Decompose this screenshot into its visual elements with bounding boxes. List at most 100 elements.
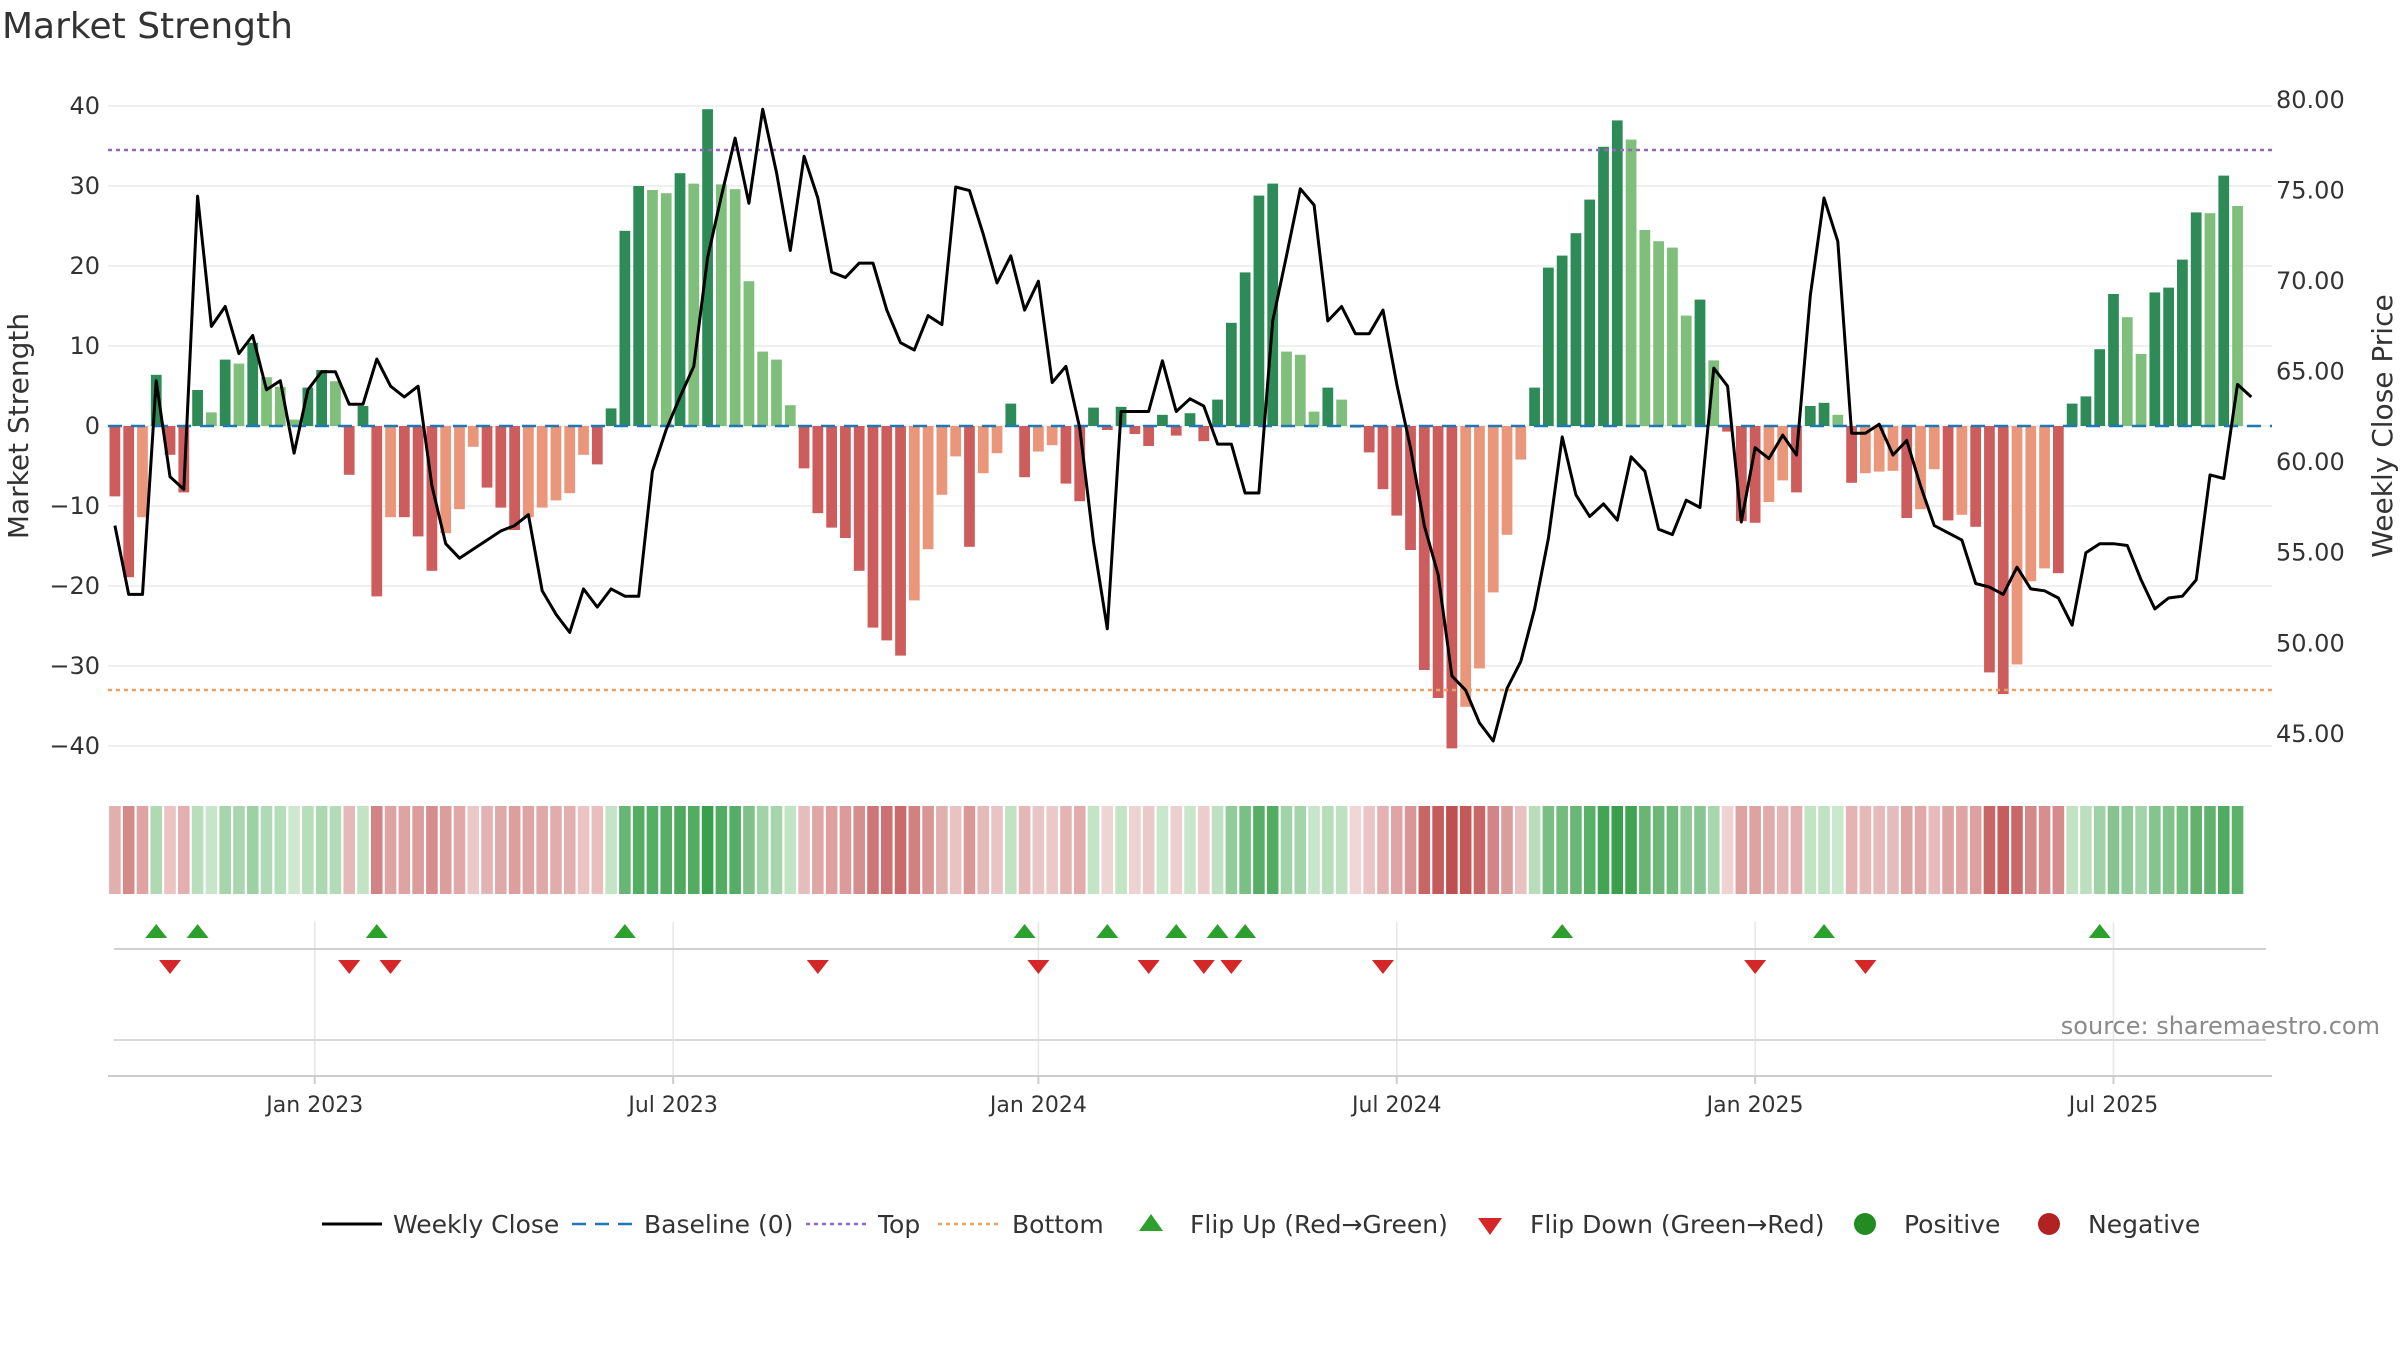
strength-bar <box>2163 287 2174 426</box>
heat-cell <box>1418 806 1431 894</box>
legend-negative-dot <box>2038 1213 2060 1235</box>
strength-bar <box>950 426 962 457</box>
strength-bar <box>302 387 314 426</box>
x-axis: Jan 2023 Jul 2023 Jan 2024 Jul 2024 Jan 2025… <box>108 1039 2272 1118</box>
strength-bar <box>247 342 259 426</box>
strength-bar <box>1901 426 1913 518</box>
strength-bar <box>647 190 658 426</box>
strength-bar <box>1074 426 1086 502</box>
flip-down-marker <box>1137 960 1160 974</box>
strength-bar <box>1763 426 1775 502</box>
strength-bar <box>1391 426 1403 516</box>
strength-bar <box>1308 411 1320 426</box>
strength-bar <box>1791 426 1802 493</box>
strength-bar <box>454 426 465 510</box>
heat-cell <box>1969 806 1982 894</box>
strength-bar <box>1184 413 1196 426</box>
heat-cell <box>1928 806 1941 894</box>
strength-bar <box>2232 206 2243 426</box>
heat-cell <box>715 806 728 894</box>
heat-cell <box>908 806 921 894</box>
strength-bar <box>467 426 479 447</box>
flip-up-marker <box>1813 924 1836 938</box>
strength-bar <box>605 408 617 426</box>
strength-bar <box>1019 426 1030 478</box>
flip-up-marker <box>613 924 636 938</box>
heat-cell <box>577 806 590 894</box>
y-tick-label: −20 <box>49 572 100 600</box>
axes: 40 30 20 10 0 −10 −20 −30 −40 80.00 75.00 70.00 65.0… <box>2 86 2399 760</box>
heat-cell <box>729 806 741 894</box>
y-tick-label: −30 <box>49 652 100 680</box>
strength-bar <box>330 381 341 426</box>
heat-cell <box>1597 806 1610 894</box>
heat-cell <box>398 806 411 894</box>
legend-bottom-label: Bottom <box>1012 1210 1104 1239</box>
heat-cell <box>2066 806 2078 894</box>
strength-bar <box>233 363 245 426</box>
x-tick-label: Jul 2024 <box>1350 1093 1442 1118</box>
heat-cell <box>1611 806 1624 894</box>
heat-cell <box>770 806 783 894</box>
strength-bar <box>1033 426 1044 452</box>
heat-cell <box>315 806 328 894</box>
heat-cell <box>701 806 714 894</box>
strength-bar <box>371 426 383 597</box>
strength-bar <box>2094 349 2106 426</box>
heat-cell <box>2204 806 2216 894</box>
strength-bar <box>481 426 493 488</box>
strength-bar <box>2204 213 2216 426</box>
x-tick-label: Jul 2023 <box>626 1093 718 1118</box>
y2-tick-label: 45.00 <box>2276 720 2345 748</box>
heat-cell <box>2149 806 2161 894</box>
source-note: source: sharemaestro.com <box>2060 1012 2380 1040</box>
legend-flip-down-label: Flip Down (Green→Red) <box>1530 1210 1825 1239</box>
heat-cell <box>2025 806 2037 894</box>
heat-cell <box>1087 806 1100 894</box>
strength-bar <box>1143 426 1155 446</box>
strength-bar <box>206 412 217 426</box>
heat-cell <box>495 806 507 894</box>
y-tick-label: −40 <box>49 732 100 760</box>
heat-cell <box>2231 806 2244 894</box>
strength-bar <box>1322 387 1334 426</box>
heat-cell <box>1556 806 1568 894</box>
heat-cell <box>205 806 218 894</box>
flip-down-marker <box>159 960 182 974</box>
heat-cell <box>1832 806 1844 894</box>
heat-cell <box>453 806 466 894</box>
heat-cell <box>605 806 617 894</box>
strength-bar <box>1749 426 1761 523</box>
strength-bar <box>219 359 231 426</box>
strength-bar <box>1515 426 1527 460</box>
strength-bar <box>2039 426 2050 569</box>
heat-cell <box>563 806 576 894</box>
flip-up-marker <box>1206 924 1229 938</box>
strength-bar <box>674 173 686 426</box>
strength-bar <box>784 405 796 426</box>
strength-bar <box>2135 354 2147 426</box>
heat-cell <box>1900 806 1913 894</box>
y2-tick-label: 75.00 <box>2276 177 2345 205</box>
heat-cell <box>1432 806 1444 894</box>
strength-bar <box>743 281 755 426</box>
strength-bar <box>1860 426 1871 474</box>
strength-bar <box>1225 322 1237 426</box>
chart-title: Market Strength <box>2 6 293 47</box>
heat-cell <box>1142 806 1155 894</box>
strength-bar <box>1336 399 1347 426</box>
heat-cell <box>1060 806 1072 894</box>
heat-cell <box>2011 806 2023 894</box>
heat-cell <box>136 806 149 894</box>
strength-bar <box>1267 183 1279 426</box>
strength-bar <box>1653 241 1665 426</box>
heat-cell <box>674 806 686 894</box>
strength-bar <box>2011 426 2023 665</box>
strength-bar <box>523 426 534 518</box>
strength-bar <box>798 426 810 469</box>
strength-bar <box>2121 317 2133 426</box>
heat-cell <box>1983 806 1996 894</box>
flip-down-marker <box>338 960 361 974</box>
strength-bar <box>1997 426 2009 694</box>
heat-cell <box>1625 806 1637 894</box>
